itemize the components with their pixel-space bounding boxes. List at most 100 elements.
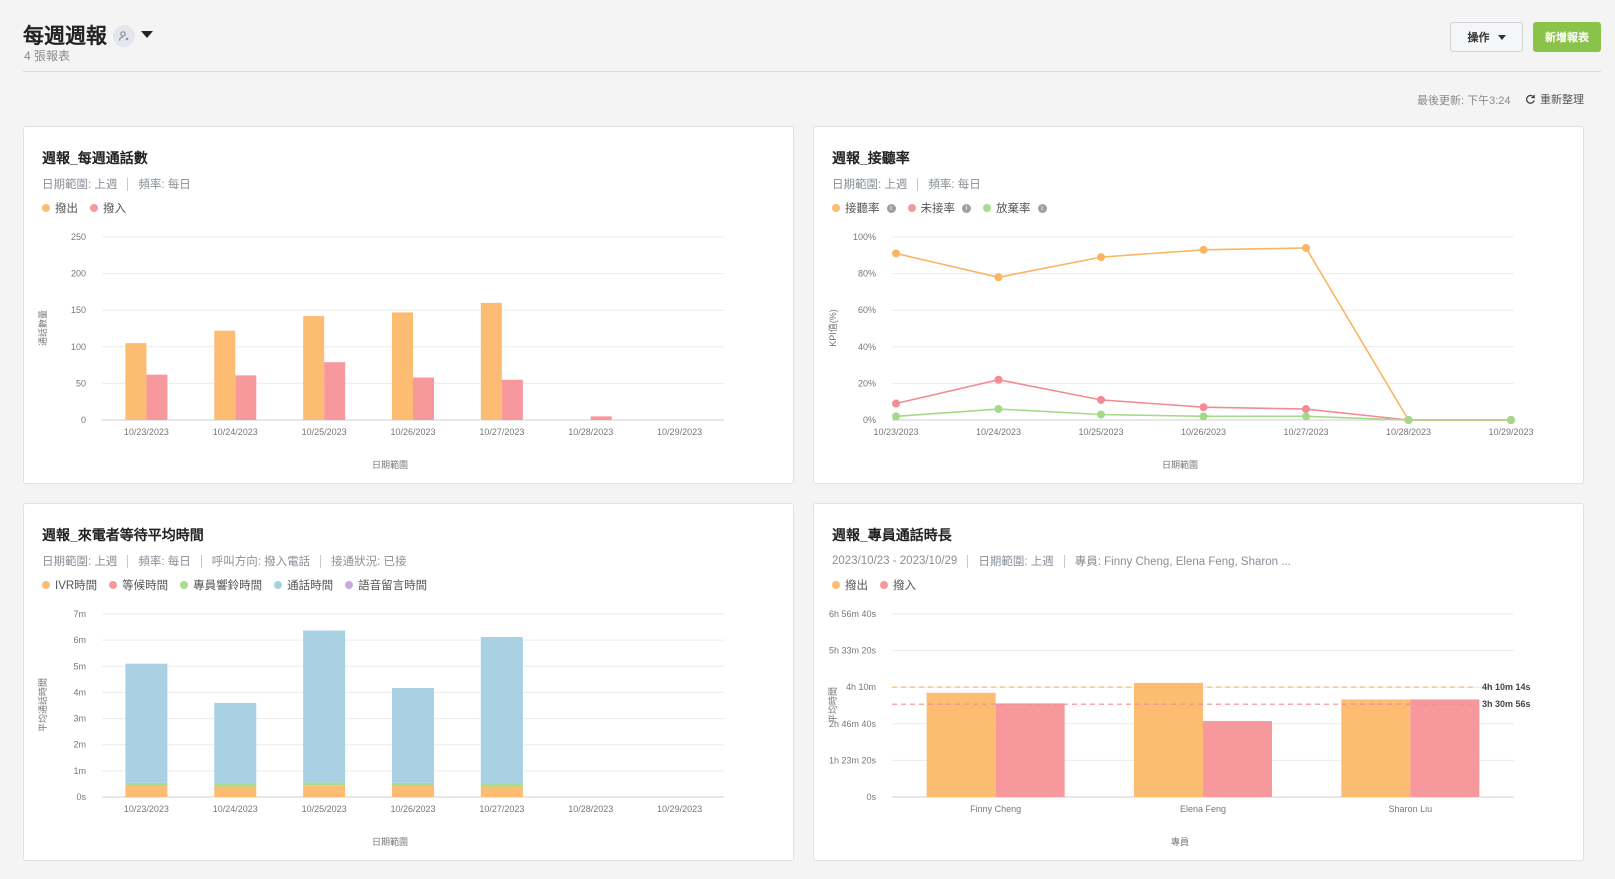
y-tick-label: 60% <box>858 305 876 315</box>
card-meta: 日期範圍: 上週 頻率: 每日 <box>42 176 191 192</box>
legend-label: 撥入 <box>103 203 126 215</box>
x-tick-label: 10/27/2023 <box>1283 427 1328 437</box>
legend-item-missed-rate[interactable]: 未接率 i <box>907 200 971 216</box>
refresh-button[interactable]: 重新整理 <box>1525 91 1584 107</box>
bar <box>1203 721 1272 797</box>
meta-item: 2023/10/23 - 2023/10/29 <box>832 555 958 567</box>
data-point <box>994 273 1003 282</box>
y-tick-label: 4m <box>73 687 86 697</box>
chart-wait-time: 0s 1m 2m 3m 4m 5m 6m 7m 日期範圍 平均通話時間 10/23/2023 10/2… <box>37 609 724 847</box>
meta-item: 日期範圍: 上週 <box>42 556 118 568</box>
info-icon[interactable]: i <box>886 203 896 213</box>
meta-item: 呼叫方向: 撥入電話 <box>211 556 311 568</box>
legend-item-outbound[interactable]: 撥出 <box>42 200 78 216</box>
card-meta: 2023/10/23 - 2023/10/29 日期範圍: 上週 專員: Fin… <box>832 553 1291 569</box>
data-point <box>1199 412 1208 421</box>
data-point <box>1199 245 1208 254</box>
legend-item-answer-rate[interactable]: 接聽率 i <box>832 200 896 216</box>
x-tick-label: 10/24/2023 <box>976 427 1021 437</box>
legend-item-wait[interactable]: 等候時間 <box>109 577 168 593</box>
y-axis-title: 通話數量 <box>37 310 48 346</box>
share-permission-icon[interactable] <box>113 25 135 47</box>
legend-item-voicemail[interactable]: 語音留言時間 <box>345 577 427 593</box>
report-count: 4 張報表 <box>24 49 71 63</box>
y-tick-label: 1h 23m 20s <box>829 755 877 765</box>
x-tick-label: 10/26/2023 <box>390 804 435 814</box>
x-tick-label: Sharon Liu <box>1389 804 1433 814</box>
bar-segment <box>392 782 434 787</box>
y-tick-label: 20% <box>858 378 876 388</box>
legend-item-abandon-rate[interactable]: 放棄率 i <box>983 200 1047 216</box>
data-point <box>1404 416 1413 424</box>
bar-segment <box>392 786 434 797</box>
info-icon[interactable]: i <box>962 203 971 213</box>
x-tick-label: Finny Cheng <box>970 804 1021 814</box>
y-tick-label: 40% <box>858 342 876 352</box>
legend-item-inbound[interactable]: 撥入 <box>880 577 916 593</box>
x-tick-label: 10/23/2023 <box>124 427 169 437</box>
x-tick-label: 10/26/2023 <box>390 427 435 437</box>
legend-label: 放棄率 <box>996 203 1031 215</box>
x-tick-label: 10/24/2023 <box>213 427 258 437</box>
bar <box>214 330 236 420</box>
meta-item: 頻率: 每日 <box>138 179 191 191</box>
data-point <box>1097 410 1105 419</box>
legend-item-ring[interactable]: 專員響鈴時間 <box>180 577 262 593</box>
x-tick-label: 10/28/2023 <box>1386 427 1431 437</box>
y-tick-label: 6m <box>73 635 86 645</box>
legend-item-ivr[interactable]: IVR時間 <box>42 577 97 593</box>
y-tick-label: 5h 33m 20s <box>829 646 877 656</box>
meta-item: 日期範圍: 上週 <box>978 556 1054 568</box>
y-tick-label: 0s <box>76 792 86 802</box>
x-tick-label: 10/23/2023 <box>873 427 918 437</box>
y-tick-label: 5m <box>73 661 86 671</box>
legend-item-outbound[interactable]: 撥出 <box>832 577 868 593</box>
x-tick-label: 10/28/2023 <box>568 804 613 814</box>
legend-label: 等候時間 <box>122 580 169 592</box>
bar <box>392 312 413 420</box>
info-icon[interactable]: i <box>1037 203 1047 213</box>
chart-legend: 接聽率 i 未接率 i 放棄率 i <box>832 200 1047 216</box>
x-tick-label: 10/24/2023 <box>213 804 258 814</box>
bar-segment <box>480 783 523 787</box>
x-tick-label: 10/29/2023 <box>1488 427 1533 437</box>
chart-call-count: 0 50 100 150 200 250 日期範圍 通話數量 10/23/2023 10/24/2… <box>37 232 724 470</box>
data-point <box>1302 405 1310 414</box>
y-tick-label: 6h 56m 40s <box>829 609 877 619</box>
x-tick-label: 10/25/2023 <box>1078 427 1123 437</box>
y-tick-label: 1m <box>73 766 86 776</box>
y-tick-label: 100 <box>71 342 86 352</box>
bar <box>501 379 523 420</box>
legend-label: 未接率 <box>920 203 956 215</box>
chevron-down-icon[interactable] <box>141 31 153 38</box>
chart-legend: 撥出 撥入 <box>832 577 916 593</box>
legend-label: IVR時間 <box>55 580 98 592</box>
x-tick-label: 10/27/2023 <box>479 427 524 437</box>
chart-legend: IVR時間 等候時間 專員響鈴時間 通話時間 語音留言時間 <box>42 577 427 593</box>
data-point <box>1199 403 1208 412</box>
bar-segment <box>480 637 523 784</box>
bar <box>303 316 325 420</box>
x-axis-title: 日期範圍 <box>372 836 408 847</box>
data-point <box>1097 253 1105 262</box>
bar <box>1410 699 1480 797</box>
data-point <box>1302 243 1310 252</box>
legend-label: 專員響鈴時間 <box>193 580 263 592</box>
legend-item-inbound[interactable]: 撥入 <box>90 200 126 216</box>
chart-agent-duration: 0s 1h 23m 20s 2h 46m 40s 4h 10m 5h 33m 20s 6h… <box>827 609 1531 847</box>
y-tick-label: 2h 46m 40s <box>829 719 877 729</box>
bar <box>235 375 257 420</box>
bar <box>590 416 612 420</box>
bar-segment <box>303 785 346 797</box>
bar <box>413 377 434 420</box>
legend-item-talk[interactable]: 通話時間 <box>274 577 333 593</box>
y-tick-label: 4h 10m <box>846 682 876 692</box>
page-title: 每週週報 <box>23 25 107 48</box>
x-tick-label: 10/29/2023 <box>657 427 702 437</box>
card-meta: 日期範圍: 上週 頻率: 每日 <box>832 176 981 192</box>
x-tick-label: 10/23/2023 <box>124 804 169 814</box>
bar <box>146 374 168 420</box>
actions-dropdown-button[interactable]: 操作 <box>1450 22 1523 52</box>
x-tick-label: 10/28/2023 <box>568 427 613 437</box>
add-report-button[interactable]: 新增報表 <box>1533 22 1601 52</box>
